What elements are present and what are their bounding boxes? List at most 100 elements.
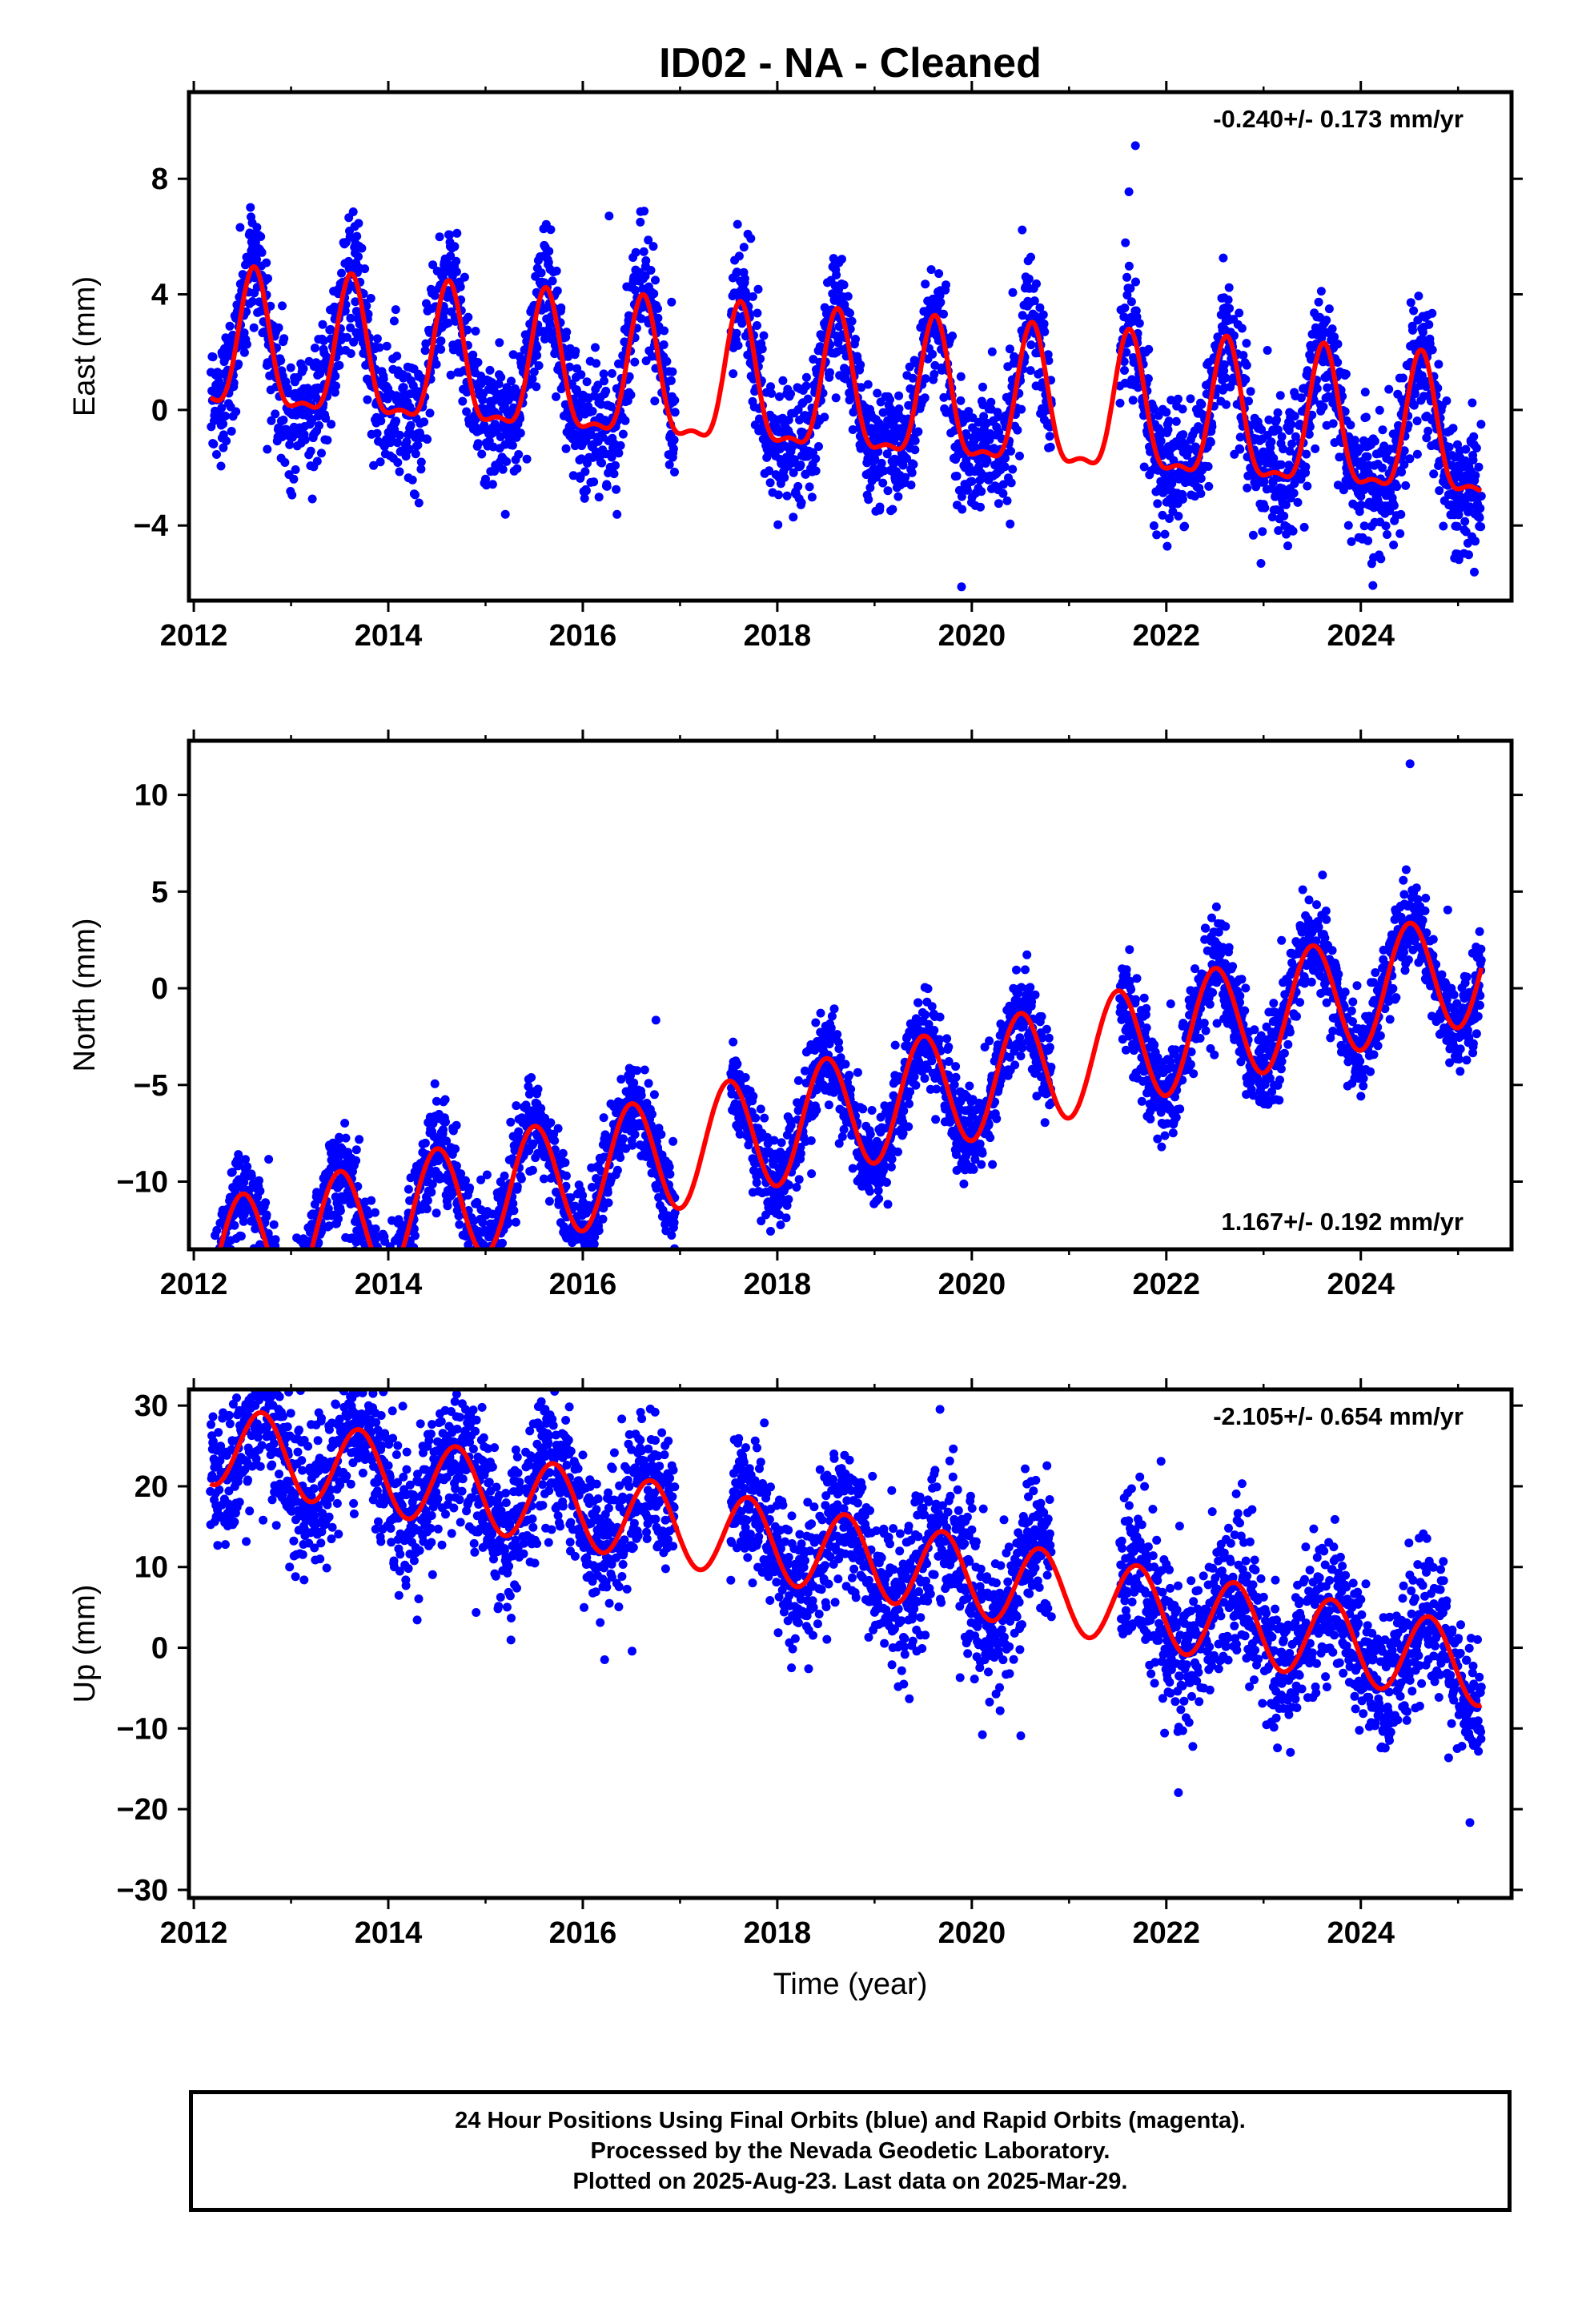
data-point — [483, 1273, 492, 1281]
data-point — [1008, 287, 1018, 297]
data-point — [820, 412, 829, 422]
data-point — [593, 380, 603, 390]
data-point — [276, 1334, 285, 1343]
data-point — [798, 428, 808, 437]
data-point — [366, 294, 375, 303]
data-point — [851, 335, 860, 344]
data-point — [512, 1182, 522, 1192]
data-point — [346, 349, 355, 358]
data-point — [444, 318, 453, 328]
data-point — [1026, 340, 1036, 350]
data-point — [659, 340, 669, 349]
data-point — [576, 370, 586, 380]
data-point — [290, 1332, 299, 1341]
data-point — [1389, 501, 1399, 510]
data-point — [906, 480, 916, 490]
data-point — [304, 1273, 313, 1282]
data-point — [773, 490, 783, 500]
data-point — [1281, 500, 1291, 509]
data-point — [252, 1265, 261, 1274]
data-point — [534, 361, 544, 370]
data-point — [1121, 238, 1130, 247]
data-point — [670, 408, 680, 417]
data-point — [312, 456, 322, 466]
data-point — [267, 1253, 276, 1262]
data-point — [1026, 366, 1035, 376]
data-point — [230, 1220, 239, 1230]
data-point — [544, 258, 553, 267]
data-point — [522, 454, 532, 464]
data-point — [1259, 476, 1269, 486]
data-point — [248, 1252, 257, 1261]
data-point — [287, 1294, 295, 1303]
data-point — [994, 499, 1003, 509]
data-point — [462, 388, 472, 397]
data-point — [217, 1309, 226, 1318]
data-point — [1397, 468, 1407, 476]
data-point — [920, 393, 930, 403]
data-point — [282, 1256, 291, 1265]
data-point — [363, 395, 372, 404]
data-point — [856, 360, 865, 370]
data-point — [291, 1289, 300, 1297]
data-point — [1304, 429, 1314, 439]
data-point — [281, 1275, 290, 1284]
data-point — [263, 1253, 271, 1262]
data-point — [267, 416, 276, 425]
data-point — [374, 1301, 383, 1310]
data-point — [208, 1256, 217, 1265]
data-point — [303, 1289, 311, 1298]
data-point — [733, 267, 741, 277]
data-point — [291, 1317, 299, 1325]
data-point — [837, 255, 846, 264]
data-point — [1289, 489, 1299, 498]
data-point — [496, 1260, 504, 1269]
data-point — [306, 446, 315, 456]
data-point — [1333, 340, 1343, 349]
data-point — [939, 309, 948, 319]
data-point — [640, 207, 649, 216]
data-point — [911, 358, 921, 368]
data-point — [399, 383, 408, 392]
data-point — [348, 207, 358, 216]
data-point — [979, 412, 989, 421]
data-point — [630, 1130, 640, 1140]
data-point — [208, 352, 218, 362]
data-point — [640, 1065, 649, 1075]
data-point — [1319, 402, 1328, 412]
rate-label: -0.240+/- 0.173 mm/yr — [1213, 105, 1464, 133]
data-point — [452, 256, 461, 266]
data-point — [1474, 462, 1484, 472]
data-point — [909, 460, 918, 469]
data-point — [552, 266, 561, 275]
data-point — [616, 440, 625, 450]
data-point — [921, 374, 930, 384]
data-point — [1303, 481, 1312, 491]
data-point — [1435, 486, 1444, 496]
data-point — [303, 1264, 311, 1273]
data-point — [273, 1324, 282, 1333]
data-point — [488, 378, 497, 388]
data-point — [646, 266, 656, 275]
data-point — [936, 298, 946, 307]
data-point — [786, 389, 795, 399]
data-point — [1468, 398, 1477, 408]
data-point — [291, 465, 300, 474]
data-point — [1248, 530, 1258, 540]
data-point — [376, 1255, 385, 1264]
data-point — [391, 1256, 400, 1265]
data-point — [219, 419, 228, 428]
data-point — [343, 332, 351, 342]
data-point — [616, 1153, 625, 1162]
data-point — [544, 1196, 554, 1206]
data-point — [480, 1258, 489, 1267]
data-point — [272, 1293, 281, 1302]
data-point — [458, 396, 468, 406]
data-point — [460, 1252, 468, 1261]
data-point — [295, 1311, 303, 1320]
data-point — [653, 304, 662, 313]
data-point — [1439, 521, 1448, 531]
y-tick-label: 4 — [151, 279, 168, 312]
data-point — [321, 413, 331, 423]
data-point — [271, 1269, 280, 1277]
